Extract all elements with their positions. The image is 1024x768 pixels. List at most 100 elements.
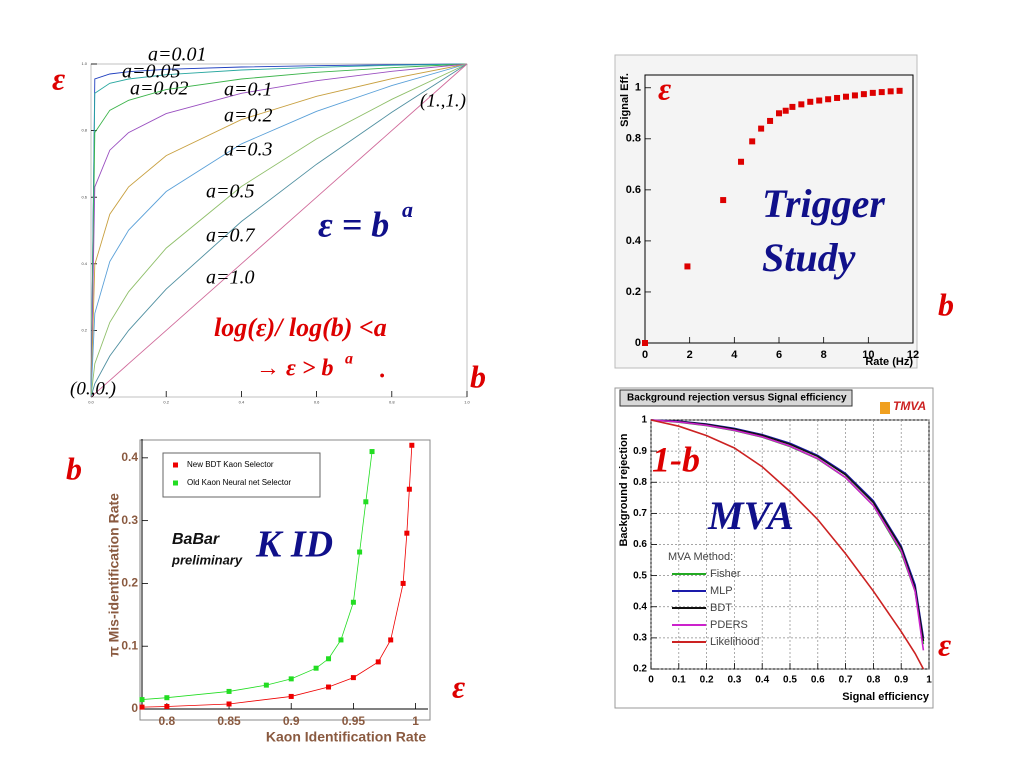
point bbox=[226, 688, 232, 694]
x-tick-label: 0.5 bbox=[783, 675, 797, 686]
x-tick-label: 2 bbox=[687, 349, 693, 361]
y-tick-label: 0.4 bbox=[81, 261, 87, 266]
y-tick-label: 0.4 bbox=[633, 601, 647, 612]
x-tick-label: 0.2 bbox=[700, 675, 714, 686]
x-tick-label: 8 bbox=[821, 349, 827, 361]
annotation: (0.,0.) bbox=[70, 378, 116, 399]
x-tick-label: 6 bbox=[776, 349, 782, 361]
x-tick-label: 0.8 bbox=[389, 400, 395, 405]
legend-marker bbox=[173, 462, 178, 468]
curve-label: a=0.02 bbox=[130, 78, 189, 100]
x-axis-title: Signal efficiency bbox=[842, 691, 930, 703]
point bbox=[375, 659, 381, 665]
curve bbox=[90, 63, 468, 398]
y-tick-label: 0.7 bbox=[633, 508, 647, 519]
y-tick-label: 0 bbox=[131, 701, 138, 715]
point bbox=[776, 110, 782, 117]
x-tick-label: 0.85 bbox=[217, 714, 241, 728]
chart: 0.8 0.85 0.9 0.95 1 0 0.1 0.2 0.3 0.4 Kaon Identif… bbox=[66, 439, 465, 745]
point bbox=[843, 93, 849, 100]
point bbox=[767, 117, 774, 124]
x-tick-label: 0.9 bbox=[283, 714, 300, 728]
point bbox=[388, 637, 394, 643]
chart-title: Background rejection versus Signal effic… bbox=[627, 393, 847, 404]
point bbox=[642, 340, 648, 346]
x-tick-label: 1 bbox=[926, 675, 932, 686]
point bbox=[139, 704, 145, 710]
point bbox=[825, 96, 832, 103]
y-axis-title: Signal Eff. bbox=[619, 73, 631, 127]
curve-label: a=0.3 bbox=[224, 139, 273, 161]
annotation: ε bbox=[52, 60, 65, 96]
x-tick-label: 0.8 bbox=[866, 675, 880, 686]
point bbox=[263, 682, 269, 688]
point bbox=[326, 684, 332, 690]
y-tick-label: 0.8 bbox=[633, 477, 647, 488]
legend-label: Old Kaon Neural net Selector bbox=[187, 478, 291, 487]
point bbox=[313, 665, 319, 671]
legend-label: MLP bbox=[710, 585, 733, 597]
y-tick-label: 0.4 bbox=[626, 235, 642, 247]
trigger-frame bbox=[614, 54, 918, 369]
point bbox=[288, 693, 294, 699]
y-tick-label: 0.6 bbox=[81, 194, 87, 199]
curve bbox=[90, 63, 468, 398]
curve bbox=[650, 419, 925, 651]
curve bbox=[90, 63, 468, 398]
chart: 0 0.1 0.2 0.3 0.4 0.5 0.6 0.7 0.8 0.9 1 0.2 0.3 0.4 0.… bbox=[618, 389, 951, 703]
y-tick-label: 0.2 bbox=[626, 286, 641, 298]
y-tick-label: 0.2 bbox=[633, 664, 647, 675]
y-tick-label: 0.8 bbox=[81, 128, 87, 133]
curve-label: a=0.2 bbox=[224, 105, 273, 127]
curve bbox=[90, 63, 468, 398]
point bbox=[350, 599, 356, 605]
point bbox=[896, 87, 903, 94]
point bbox=[288, 676, 294, 682]
curve bbox=[90, 63, 468, 398]
curve-label: a=1.0 bbox=[206, 267, 255, 289]
logo-mark bbox=[880, 402, 890, 414]
point bbox=[720, 197, 727, 204]
x-tick-label: 0.6 bbox=[314, 400, 320, 405]
point bbox=[338, 637, 344, 643]
curve bbox=[90, 63, 468, 398]
x-tick-label: 1.0 bbox=[464, 400, 470, 405]
point bbox=[357, 549, 363, 555]
y-tick-label: 0.3 bbox=[633, 633, 647, 644]
annotation: . bbox=[380, 358, 386, 384]
point bbox=[164, 695, 170, 701]
title-box bbox=[619, 389, 853, 407]
x-axis-title: Rate (Hz) bbox=[865, 356, 913, 368]
x-tick-label: 0.7 bbox=[839, 675, 853, 686]
y-tick-label: 1 bbox=[641, 415, 647, 426]
point bbox=[404, 530, 410, 536]
point bbox=[807, 98, 814, 105]
annotation: Study bbox=[762, 235, 856, 280]
x-tick-label: 1 bbox=[412, 714, 419, 728]
curve bbox=[90, 63, 468, 398]
curve bbox=[90, 63, 468, 398]
logo: TMVA bbox=[893, 399, 926, 413]
annotation: BaBar bbox=[172, 531, 220, 548]
x-tick-label: 0.8 bbox=[159, 714, 176, 728]
curve-label: a=0.1 bbox=[224, 79, 273, 101]
annotation: a bbox=[402, 197, 413, 222]
curve-label: a=0.01 bbox=[148, 44, 207, 66]
annotation: ε = b bbox=[318, 204, 389, 244]
annotation: b bbox=[938, 286, 954, 322]
point bbox=[782, 107, 789, 114]
x-tick-label: 0.4 bbox=[239, 400, 245, 405]
x-tick-label: 0.95 bbox=[342, 714, 366, 728]
x-tick-label: 10 bbox=[862, 349, 874, 361]
x-tick-label: 0 bbox=[642, 349, 648, 361]
point bbox=[226, 701, 232, 707]
annotation: Trigger bbox=[762, 181, 885, 226]
y-tick-label: 0.6 bbox=[633, 539, 647, 550]
annotation: → ε > b bbox=[256, 356, 334, 382]
y-tick-label: 0.2 bbox=[81, 327, 87, 332]
annotation: ε bbox=[658, 70, 671, 106]
point bbox=[409, 442, 415, 448]
annotation: log(ε)/ log(b) <a bbox=[214, 313, 387, 342]
x-tick-label: 0 bbox=[648, 675, 654, 686]
